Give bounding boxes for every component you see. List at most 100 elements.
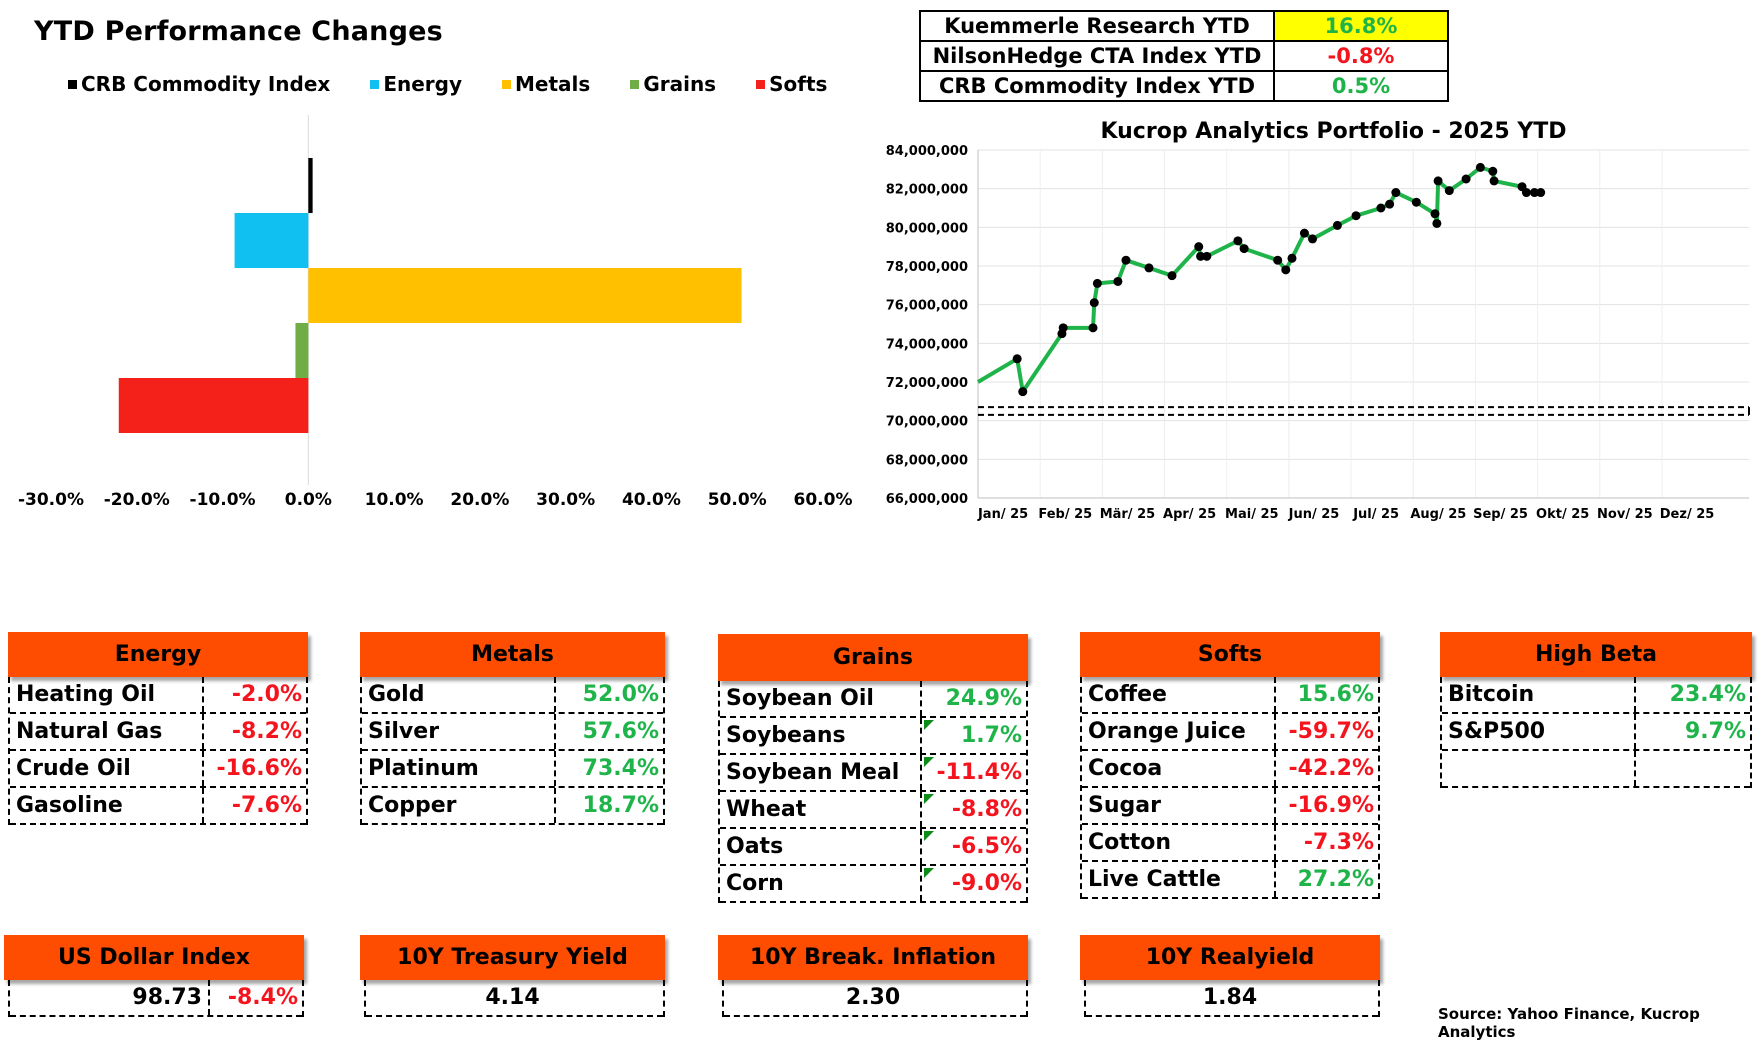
table-row: Bitcoin 23.4%	[1442, 677, 1750, 714]
summary-value: 16.8%	[1273, 10, 1449, 42]
comment-marker-icon	[924, 720, 934, 730]
category-table-softs: Softs Coffee 15.6% Orange Juice -59.7% Cocoa -…	[1080, 632, 1380, 899]
indicator-header: 10Y Treasury Yield	[360, 935, 665, 980]
data-point	[1351, 211, 1361, 221]
table-row: Coffee 15.6%	[1082, 677, 1378, 714]
indicator-change: -8.4%	[227, 985, 298, 1010]
x-tick-label: Jun/ 25	[1288, 507, 1340, 522]
x-tick-label: Jul/ 25	[1352, 507, 1399, 522]
indicator-row: 98.73 -8.4%	[10, 980, 302, 1017]
summary-row: Kuemmerle Research YTD 16.8%	[919, 10, 1449, 42]
y-tick-label: 76,000,000	[886, 299, 968, 314]
data-point	[1239, 244, 1249, 254]
data-point	[1444, 186, 1454, 196]
legend-label: CRB Commodity Index	[81, 72, 331, 96]
item-name: Copper	[362, 788, 556, 823]
data-point	[1299, 228, 1309, 238]
item-value: 27.2%	[1297, 867, 1374, 892]
data-point	[1430, 209, 1440, 219]
x-tick-label: -20.0%	[104, 490, 170, 510]
item-name: Live Cattle	[1082, 862, 1276, 897]
data-point	[1144, 263, 1154, 273]
item-name: Oats	[720, 829, 922, 864]
data-point	[1461, 174, 1471, 184]
data-point	[1088, 323, 1098, 333]
data-point	[1376, 203, 1386, 213]
bar-softs	[118, 378, 309, 433]
data-point	[1411, 197, 1421, 207]
legend-label: Softs	[769, 72, 828, 96]
item-name: Heating Oil	[10, 677, 204, 712]
table-row: Gold 52.0%	[362, 677, 663, 714]
data-point	[1167, 271, 1177, 281]
table-row: S&P500 9.7%	[1442, 714, 1750, 751]
item-value: -2.0%	[231, 682, 302, 707]
item-name: S&P500	[1442, 714, 1636, 749]
item-name: Crude Oil	[10, 751, 204, 786]
item-value	[1636, 751, 1750, 786]
data-point	[1233, 236, 1243, 246]
data-point	[1385, 199, 1395, 209]
x-tick-label: -10.0%	[190, 490, 256, 510]
legend-swatch	[630, 79, 640, 89]
y-tick-label: 66,000,000	[886, 492, 968, 507]
table-row: Corn -9.0%	[720, 866, 1026, 903]
indicator-table-us-dollar-index: US Dollar Index 98.73 -8.4%	[4, 935, 304, 1017]
indicator-value: 2.30	[845, 985, 901, 1010]
data-point	[1018, 387, 1028, 397]
item-name: Natural Gas	[10, 714, 204, 749]
x-tick-label: 50.0%	[708, 490, 767, 510]
legend-swatch	[370, 79, 380, 89]
legend-swatch	[502, 79, 512, 89]
item-name: Corn	[720, 866, 922, 901]
category-table-high-beta: High Beta Bitcoin 23.4% S&P500 9.7%	[1440, 632, 1752, 788]
indicator-header: US Dollar Index	[4, 935, 304, 980]
item-value: -7.3%	[1303, 830, 1374, 855]
table-row	[1442, 751, 1750, 788]
item-name: Coffee	[1082, 677, 1276, 712]
data-point	[1089, 298, 1099, 308]
x-tick-label: Okt/ 25	[1536, 507, 1589, 522]
x-tick-label: Apr/ 25	[1163, 507, 1216, 522]
summary-value: 0.5%	[1273, 70, 1449, 102]
item-name: Soybean Meal	[720, 755, 922, 790]
item-value: -9.0%	[922, 866, 1026, 901]
table-row: Sugar -16.9%	[1082, 788, 1378, 825]
item-name: Silver	[362, 714, 556, 749]
indicator-header: 10Y Break. Inflation	[718, 935, 1028, 980]
data-point	[1521, 188, 1531, 198]
item-name: Sugar	[1082, 788, 1276, 823]
table-row: Gasoline -7.6%	[10, 788, 306, 825]
summary-value: -0.8%	[1273, 40, 1449, 72]
category-header: Grains	[718, 634, 1028, 681]
table-row: Soybeans 1.7%	[720, 718, 1026, 755]
data-point	[1194, 242, 1204, 252]
legend-item-softs: Softs	[756, 72, 827, 96]
x-tick-label: 30.0%	[536, 490, 595, 510]
table-row: Orange Juice -59.7%	[1082, 714, 1378, 751]
data-point	[1092, 278, 1102, 288]
item-value: 52.0%	[582, 682, 659, 707]
item-value: 73.4%	[582, 756, 659, 781]
category-header: High Beta	[1440, 632, 1752, 677]
item-value: -16.6%	[216, 756, 302, 781]
item-value: 23.4%	[1669, 682, 1746, 707]
table-row: Platinum 73.4%	[362, 751, 663, 788]
portfolio-line-chart: Kucrop Analytics Portfolio - 2025 YTD 66,…	[886, 120, 1750, 522]
y-tick-label: 68,000,000	[886, 453, 968, 468]
portfolio-series-line	[976, 165, 1541, 394]
item-name: Cocoa	[1082, 751, 1276, 786]
data-point	[1475, 162, 1485, 172]
item-value: -59.7%	[1288, 719, 1374, 744]
category-header: Energy	[8, 632, 308, 677]
x-tick-label: Nov/ 25	[1597, 507, 1653, 522]
table-row: Crude Oil -16.6%	[10, 751, 306, 788]
item-name: Platinum	[362, 751, 556, 786]
data-point	[1432, 218, 1442, 228]
data-point	[1281, 265, 1291, 275]
bar-crb-commodity-index	[308, 158, 313, 213]
legend-swatch	[756, 79, 766, 89]
x-tick-label: -30.0%	[18, 490, 84, 510]
y-tick-label: 78,000,000	[886, 260, 968, 275]
data-point	[1273, 255, 1283, 265]
